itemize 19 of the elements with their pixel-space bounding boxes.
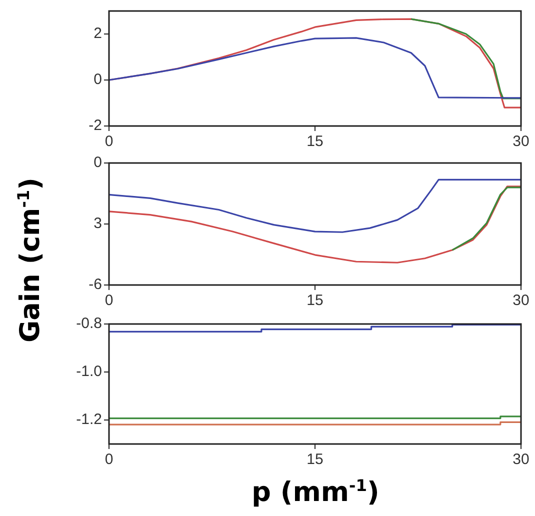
x-tick-label: 15 — [306, 292, 324, 310]
x-tick-label: 0 — [104, 133, 114, 150]
x-tick-label: 30 — [512, 451, 530, 468]
y-tick-label: -1.2 — [76, 411, 102, 428]
x-tick-label: 30 — [512, 292, 530, 310]
x-tick-label: 0 — [104, 451, 114, 468]
y-tick-label: 0 — [94, 71, 102, 88]
x-tick-label: 0 — [104, 292, 114, 310]
y-tick-label: -2 — [88, 117, 102, 134]
y-tick-label: -1.0 — [76, 363, 102, 380]
y-tick-label: 3 — [94, 215, 102, 232]
y-tick-label: -6 — [88, 276, 102, 294]
y-tick-label: 2 — [94, 25, 102, 42]
x-axis-title: p (mm$^{-1}$) — [250, 476, 380, 508]
x-tick-label: 15 — [306, 451, 324, 468]
x-tick-label: 15 — [306, 133, 324, 150]
y-tick-label: -0.8 — [76, 315, 102, 332]
y-tick-label: 0 — [94, 154, 102, 172]
x-tick-label: 30 — [512, 133, 530, 150]
